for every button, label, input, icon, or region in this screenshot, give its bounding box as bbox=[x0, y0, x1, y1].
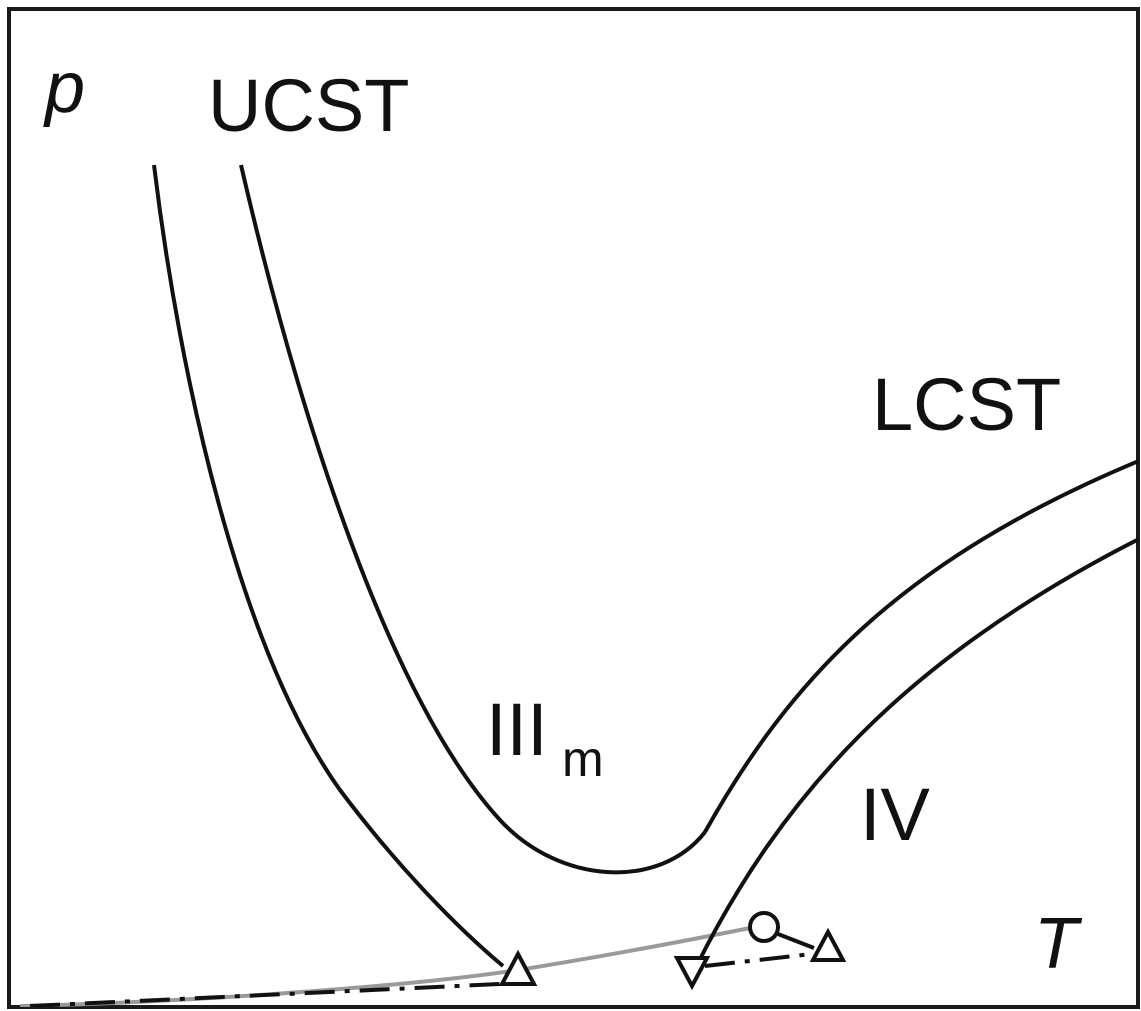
vapor-pressure-curve bbox=[19, 923, 766, 1007]
three-phase-line-right bbox=[704, 952, 813, 968]
region-iii-subscript: m bbox=[562, 731, 604, 787]
lcst-curve-upper bbox=[703, 459, 1138, 833]
y-axis-label: p bbox=[43, 48, 85, 128]
three-phase-line-left bbox=[29, 982, 501, 1007]
lcst-curve-lower bbox=[695, 537, 1138, 966]
plot-frame bbox=[7, 7, 1140, 1009]
lcst-label: LCST bbox=[872, 363, 1061, 446]
region-iv-label: IV bbox=[860, 773, 931, 856]
ucst-curve-inner bbox=[239, 164, 707, 875]
region-iii-label: III bbox=[486, 688, 548, 771]
critical-point-circle bbox=[748, 911, 780, 943]
triangle-down-marker bbox=[673, 956, 711, 991]
x-axis-label: T bbox=[1034, 904, 1083, 984]
arrow-connector bbox=[777, 932, 815, 950]
triangle-up-marker-left bbox=[498, 949, 538, 986]
ucst-label: UCST bbox=[208, 64, 409, 147]
ucst-curve-outer bbox=[152, 164, 505, 968]
triangle-up-marker-right bbox=[809, 927, 847, 962]
